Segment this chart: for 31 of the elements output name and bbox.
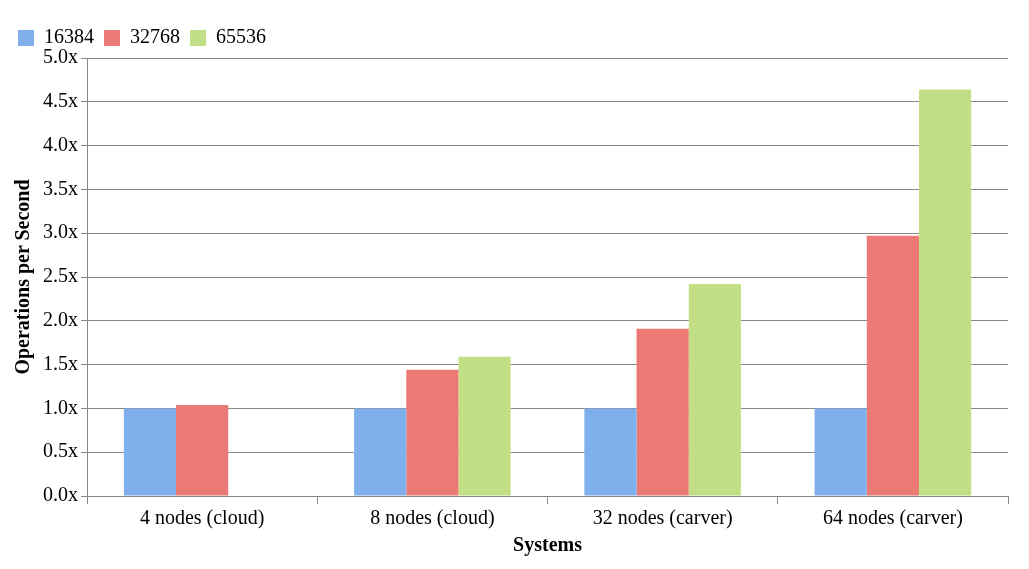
- bar: [866, 235, 919, 496]
- bar: [123, 408, 177, 496]
- y-tick-label: 3.0x: [43, 220, 78, 243]
- legend-label: 16384: [44, 25, 94, 48]
- bar: [814, 408, 867, 496]
- bar: [918, 89, 972, 496]
- x-tick-label: 64 nodes (carver): [822, 506, 963, 530]
- y-axis-title: Operations per Second: [11, 179, 35, 375]
- x-tick-label: 8 nodes (cloud): [370, 506, 495, 530]
- x-axis-title: Systems: [513, 533, 583, 557]
- y-tick-label: 3.5x: [43, 176, 78, 199]
- y-tick-label: 2.5x: [43, 264, 78, 287]
- y-tick-label: 0.5x: [43, 439, 78, 462]
- bar: [584, 408, 637, 496]
- x-tick-label: 4 nodes (cloud): [139, 506, 265, 530]
- y-tick-label: 1.5x: [43, 351, 78, 374]
- y-tick-label: 4.5x: [43, 89, 78, 112]
- legend-label: 32768: [130, 25, 180, 48]
- y-tick-label: 5.0x: [43, 45, 78, 68]
- bar: [636, 328, 689, 496]
- y-tick-label: 1.0x: [43, 395, 78, 418]
- bar: [176, 404, 229, 496]
- y-tick-label: 0.0x: [43, 483, 78, 506]
- legend-label: 65536: [216, 25, 266, 48]
- y-tick-label: 2.0x: [43, 308, 78, 331]
- bar: [406, 369, 459, 496]
- bar: [688, 284, 741, 496]
- x-tick-label: 32 nodes (carver): [592, 506, 733, 530]
- bar: [458, 356, 511, 496]
- y-tick-label: 4.0x: [43, 132, 78, 155]
- bar: [354, 408, 407, 496]
